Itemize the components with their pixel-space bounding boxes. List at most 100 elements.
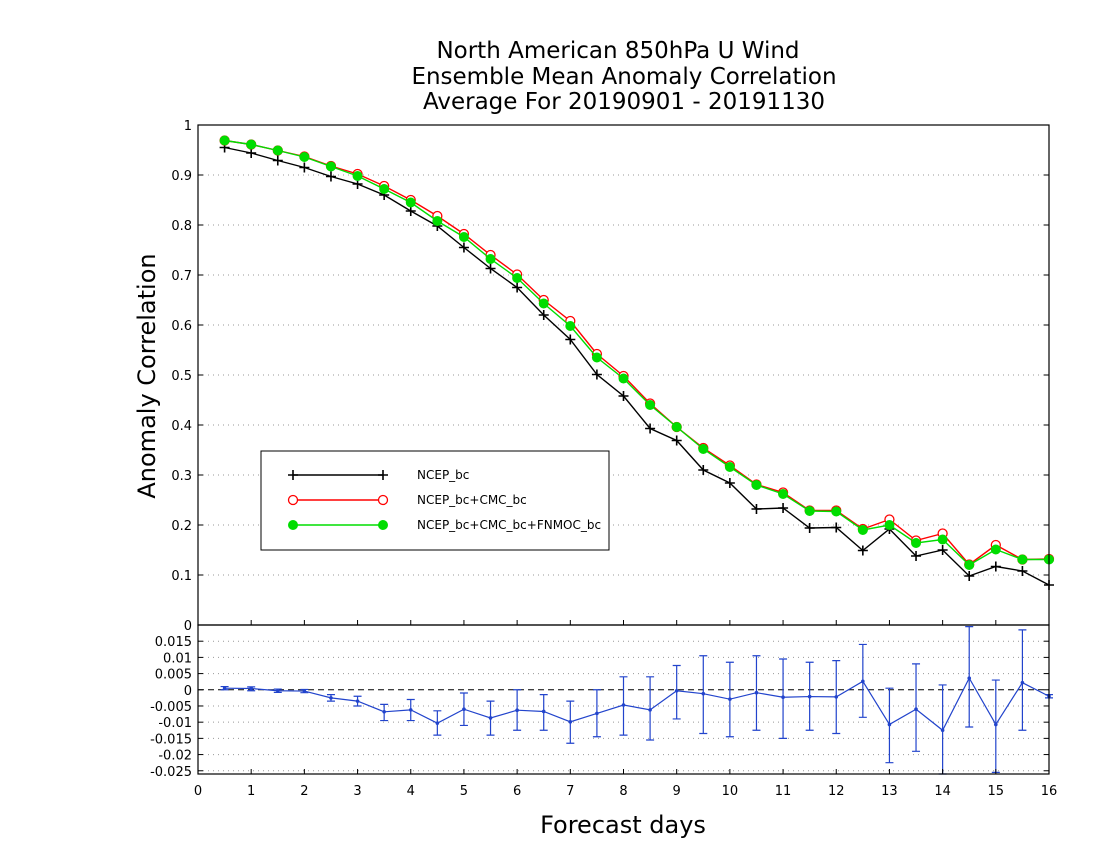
data-point	[831, 522, 842, 533]
difference-y-tick-label: -0.025	[150, 765, 192, 780]
difference-point	[462, 707, 466, 712]
difference-point	[408, 708, 413, 712]
main-y-tick-label: 0.3	[171, 469, 192, 484]
data-point	[884, 520, 895, 530]
chart-title-line-1: North American 850hPa U Wind	[436, 38, 799, 64]
data-point	[751, 504, 762, 514]
difference-point	[914, 707, 918, 712]
main-y-tick-label: 0.1	[171, 569, 192, 584]
x-tick-label: 14	[934, 784, 951, 799]
series-ncep-bc	[219, 142, 1054, 590]
difference-y-tick-label: -0.01	[158, 716, 192, 731]
legend-entry: NCEP_bc	[288, 468, 469, 482]
y-axis-title: Anomaly Correlation	[133, 253, 161, 498]
legend-marker	[288, 470, 298, 480]
x-tick-label: 9	[673, 784, 681, 799]
data-point	[671, 435, 682, 446]
data-point	[964, 571, 975, 581]
data-point	[724, 462, 735, 472]
data-point	[804, 506, 815, 516]
data-point	[591, 369, 602, 380]
difference-point	[940, 728, 945, 733]
difference-point	[834, 695, 839, 699]
data-point	[299, 162, 310, 173]
difference-point	[994, 722, 998, 727]
x-tick-label: 3	[353, 784, 361, 799]
data-point	[352, 171, 363, 181]
difference-point	[355, 699, 360, 703]
series-ncep-bc-cmc-bc-fnmoc-bc	[219, 135, 1054, 570]
main-panel-series	[219, 135, 1055, 590]
difference-y-tick-label: -0.015	[150, 732, 192, 747]
main-y-tick-label: 0.5	[171, 369, 192, 384]
legend-label: NCEP_bc+CMC_bc	[417, 493, 527, 507]
difference-point	[807, 694, 812, 699]
data-point	[937, 545, 948, 555]
data-point	[405, 206, 416, 216]
data-point	[1017, 554, 1028, 565]
difference-y-tick-label: 0.01	[163, 651, 192, 666]
x-tick-label: 8	[619, 784, 627, 799]
main-y-tick-label: 0.7	[171, 269, 192, 284]
data-point	[325, 161, 336, 172]
data-point	[645, 423, 656, 434]
x-tick-label: 1	[247, 784, 255, 799]
data-point	[724, 478, 735, 488]
difference-point	[488, 716, 493, 720]
x-tick-label: 12	[828, 784, 845, 799]
data-point	[911, 551, 922, 561]
legend-marker	[287, 494, 299, 506]
main-y-tick-label: 0.2	[171, 519, 192, 534]
data-point	[990, 544, 1001, 555]
data-point	[990, 561, 1001, 572]
x-tick-label: 4	[407, 784, 415, 799]
difference-y-tick-label: -0.02	[158, 749, 192, 764]
difference-point	[515, 708, 519, 712]
data-point	[831, 506, 842, 517]
data-point	[219, 135, 230, 146]
data-point	[698, 444, 709, 454]
legend-marker	[377, 494, 389, 506]
x-tick-label: 10	[722, 784, 739, 799]
difference-point	[1020, 680, 1025, 685]
data-point	[645, 400, 656, 410]
data-point	[698, 465, 709, 475]
legend-label: NCEP_bc	[417, 468, 469, 482]
x-tick-label: 13	[881, 784, 898, 799]
data-point	[671, 422, 682, 432]
difference-point	[861, 679, 865, 684]
main-y-tick-label: 0.4	[171, 419, 192, 434]
data-point	[1017, 566, 1028, 576]
data-point	[538, 310, 549, 320]
x-tick-label: 16	[1041, 784, 1058, 799]
data-point	[911, 538, 922, 548]
x-tick-label: 7	[566, 784, 574, 799]
x-tick-label: 11	[775, 784, 792, 799]
difference-point	[275, 688, 280, 693]
difference-y-tick-label: 0.005	[155, 668, 192, 683]
main-y-tick-label: 0.6	[171, 319, 192, 334]
data-point	[458, 242, 469, 253]
main-y-tick-label-zero: 0	[184, 619, 192, 634]
difference-line	[224, 676, 1050, 732]
x-tick-label: 5	[460, 784, 468, 799]
data-point	[778, 489, 789, 499]
legend-marker	[288, 520, 298, 530]
data-point	[325, 171, 336, 182]
difference-error-bar	[1018, 629, 1027, 731]
data-point	[778, 503, 789, 513]
difference-point	[967, 676, 972, 680]
x-tick-label: 2	[300, 784, 308, 799]
difference-point	[754, 690, 759, 695]
difference-point	[648, 708, 652, 712]
legend-entry: NCEP_bc+CMC_bc+FNMOC_bc	[288, 518, 601, 532]
difference-point	[621, 703, 626, 707]
x-axis-ticks: 0 1 2 3 4 5 6 7 8 9 10 11 12 13 14 15 16	[194, 620, 1057, 799]
data-point	[751, 480, 762, 490]
data-point	[538, 298, 549, 309]
x-axis-title: Forecast days	[540, 811, 706, 839]
difference-point	[568, 720, 573, 724]
data-point	[964, 560, 975, 570]
difference-point	[701, 691, 706, 696]
